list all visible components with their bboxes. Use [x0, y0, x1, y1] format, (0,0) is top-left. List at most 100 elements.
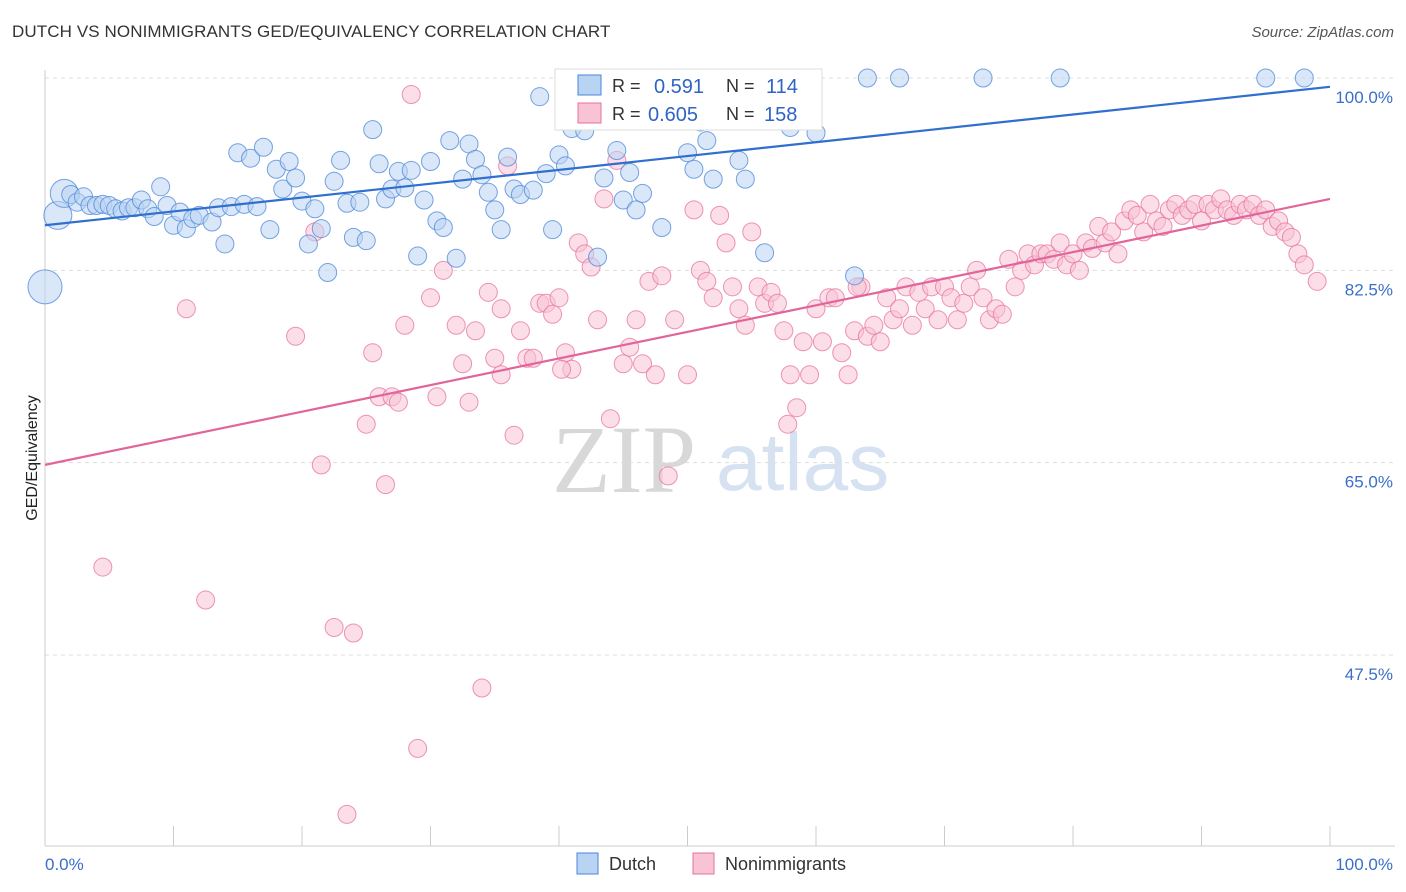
- dutch-point: [478, 182, 498, 202]
- nonimmigrants-point: [716, 233, 736, 253]
- nonimmigrants-point: [960, 277, 980, 297]
- stats-dutch-n-label: N =: [726, 76, 755, 96]
- legend-swatch-dutch: [576, 852, 599, 875]
- nonimmigrants-point: [543, 304, 563, 324]
- dutch-point: [363, 120, 383, 140]
- nonimmigrants-point: [504, 425, 524, 445]
- stats-dutch-n-value: 114: [766, 76, 798, 98]
- x-tick-label-max: 100.0%: [1335, 855, 1393, 874]
- nonimmigrants-point: [196, 590, 216, 610]
- dutch-point: [857, 68, 877, 88]
- dutch-point: [241, 148, 261, 168]
- dutch-point: [703, 169, 723, 189]
- nonimmigrants-point: [800, 365, 820, 385]
- y-tick-label: 82.5%: [1345, 280, 1393, 299]
- nonimmigrants-point: [877, 288, 897, 308]
- dutch-point: [620, 163, 640, 183]
- dutch-point: [607, 141, 627, 161]
- nonimmigrants-point: [343, 623, 363, 643]
- nonimmigrants-point: [324, 618, 344, 638]
- dutch-point: [401, 160, 421, 180]
- nonimmigrants-point: [1108, 244, 1128, 264]
- stats-dutch-r-value: 0.591: [654, 76, 704, 98]
- stats-swatch-nonimmigrants: [577, 102, 602, 124]
- nonimmigrants-point: [780, 365, 800, 385]
- dutch-point: [421, 152, 440, 172]
- nonimmigrants-point: [594, 189, 614, 209]
- nonimmigrants-point: [1153, 216, 1173, 236]
- trend-line-dutch: [44, 85, 1331, 227]
- dutch-point: [536, 164, 556, 184]
- nonimmigrants-point: [485, 348, 505, 368]
- dutch-point: [755, 243, 775, 263]
- nonimmigrants-point: [446, 315, 466, 335]
- x-tick-label-min: 0.0%: [45, 855, 84, 874]
- dutch-point: [253, 137, 273, 157]
- nonimmigrants-point: [902, 315, 922, 335]
- nonimmigrants-point: [1281, 227, 1301, 247]
- nonimmigrants-point: [890, 299, 910, 319]
- nonimmigrants-point: [645, 365, 665, 385]
- dutch-point: [324, 171, 344, 191]
- stats-nonimmigrants-n-value: 158: [764, 104, 797, 126]
- dutch-point: [273, 179, 293, 199]
- stats-legend-box: R = 0.591 N = 114 R = 0.605 N = 158: [554, 68, 823, 131]
- trend-line-nonimmigrants: [44, 197, 1331, 466]
- nonimmigrants-point: [588, 310, 608, 330]
- nonimmigrants-point: [825, 288, 845, 308]
- dutch-point: [652, 217, 672, 237]
- nonimmigrants-point: [973, 288, 993, 308]
- nonimmigrants-point: [793, 332, 813, 352]
- dutch-point: [633, 183, 653, 203]
- dutch-point: [555, 156, 575, 176]
- dutch-point: [613, 190, 633, 210]
- chart-title: DUTCH VS NONIMMIGRANTS GED/EQUIVALENCY C…: [12, 22, 611, 41]
- dutch-point: [408, 246, 428, 266]
- legend-label-nonimmigrants: Nonimmigrants: [725, 854, 846, 874]
- dutch-point: [318, 263, 338, 283]
- dutch-point: [247, 197, 267, 217]
- stats-swatch-dutch: [577, 74, 602, 96]
- nonimmigrants-point: [395, 315, 415, 335]
- nonimmigrants-point: [954, 293, 974, 313]
- nonimmigrants-point: [742, 222, 762, 242]
- nonimmigrants-point: [472, 678, 492, 698]
- nonimmigrants-point: [465, 321, 485, 341]
- dutch-point: [298, 234, 318, 254]
- dutch-point: [890, 68, 910, 88]
- dutch-point: [588, 247, 608, 267]
- dutch-point: [1294, 68, 1314, 88]
- nonimmigrants-point: [1005, 277, 1025, 297]
- nonimmigrants-point: [812, 332, 832, 352]
- dutch-point: [305, 199, 325, 219]
- dutch-point: [446, 248, 466, 268]
- dutch-point: [678, 143, 697, 163]
- dutch-point: [491, 220, 511, 240]
- dutch-point: [286, 168, 306, 188]
- dutch-point: [729, 150, 749, 170]
- y-tick-label: 100.0%: [1335, 88, 1393, 107]
- nonimmigrants-point: [864, 315, 884, 335]
- nonimmigrants-point: [408, 738, 428, 758]
- nonimmigrants-point: [633, 354, 653, 374]
- dutch-point: [27, 269, 63, 305]
- nonimmigrants-point: [93, 557, 113, 577]
- watermark-zip: ZIP: [552, 406, 696, 513]
- nonimmigrants-point: [1294, 255, 1314, 275]
- dutch-point: [485, 200, 505, 220]
- dutch-point: [369, 154, 389, 174]
- dutch-point: [151, 177, 171, 197]
- legend-swatch-nonimmigrants: [692, 852, 715, 875]
- dutch-point: [973, 68, 993, 88]
- dutch-point: [697, 131, 717, 151]
- dutch-point: [311, 219, 331, 239]
- nonimmigrants-point: [356, 414, 376, 434]
- nonimmigrants-point: [703, 288, 723, 308]
- nonimmigrants-point: [915, 299, 935, 319]
- dutch-point: [1256, 68, 1276, 88]
- chart-source: Source: ZipAtlas.com: [1251, 24, 1394, 41]
- nonimmigrants-point: [363, 343, 383, 363]
- dutch-point: [331, 150, 351, 170]
- nonimmigrants-point: [1307, 271, 1327, 291]
- bottom-legend: Dutch Nonimmigrants: [576, 852, 846, 875]
